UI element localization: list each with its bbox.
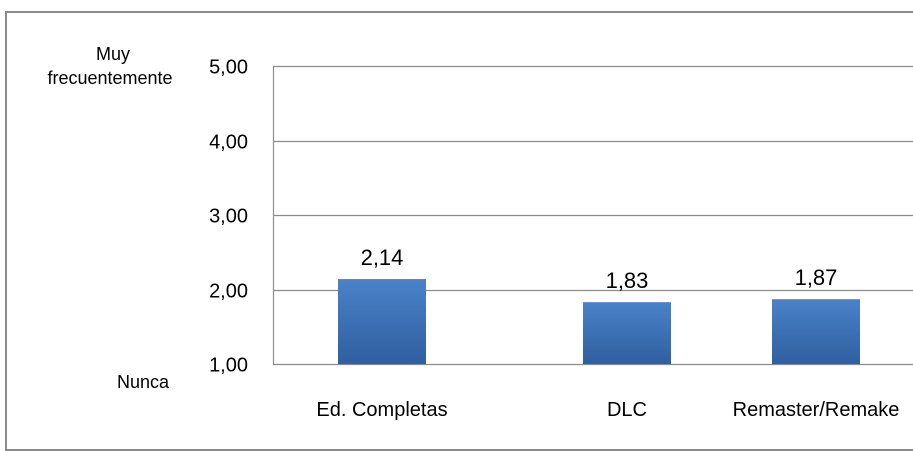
- y-tick-label: 3,00: [209, 206, 248, 228]
- labels: Muy frecuentemente Nunca 1,00 2,00 3,00 4,0…: [47, 44, 899, 421]
- data-label: 1,83: [606, 268, 649, 293]
- annotation-bottom: Nunca: [117, 372, 170, 392]
- category-label: Remaster/Remake: [733, 399, 900, 421]
- annotation-top-line1: Muy: [96, 44, 130, 64]
- y-tick-label: 4,00: [209, 132, 248, 154]
- bar: [583, 302, 671, 364]
- y-tick-label: 1,00: [209, 355, 248, 377]
- data-label: 1,87: [795, 265, 838, 290]
- bar: [772, 299, 860, 364]
- chart-root: Muy frecuentemente Nunca 1,00 2,00 3,00 4,0…: [5, 11, 913, 451]
- data-label: 2,14: [361, 245, 404, 270]
- category-label: Ed. Completas: [316, 399, 447, 421]
- bars: [338, 279, 860, 364]
- bar-chart: Muy frecuentemente Nunca 1,00 2,00 3,00 4,0…: [47, 44, 913, 421]
- category-label: DLC: [607, 399, 647, 421]
- bar: [338, 279, 426, 364]
- y-tick-label: 5,00: [209, 57, 248, 79]
- annotation-top-line2: frecuentemente: [47, 68, 172, 88]
- y-tick-label: 2,00: [209, 281, 248, 303]
